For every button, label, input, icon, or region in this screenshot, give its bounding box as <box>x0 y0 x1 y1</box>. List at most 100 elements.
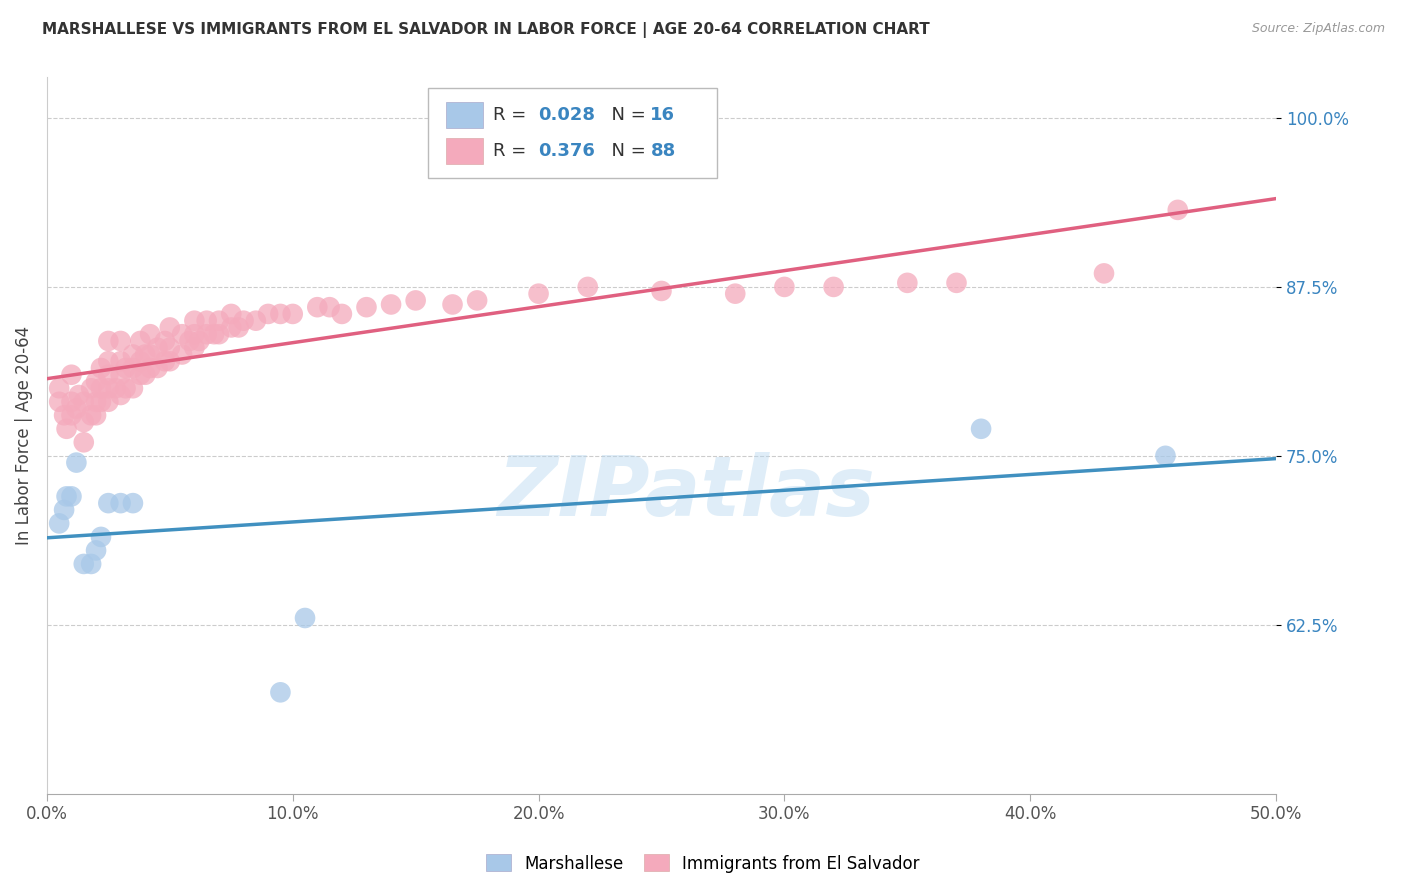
Point <box>80 557 103 571</box>
Point <box>90 394 112 409</box>
Point <box>84 394 107 409</box>
Point <box>281 307 304 321</box>
Point <box>318 300 340 314</box>
Point <box>97 368 120 382</box>
Text: 88: 88 <box>651 142 676 160</box>
Point <box>114 361 136 376</box>
Text: R =: R = <box>494 106 531 124</box>
Legend: Marshallese, Immigrants from El Salvador: Marshallese, Immigrants from El Salvador <box>479 847 927 880</box>
Point <box>134 347 156 361</box>
Point <box>380 297 402 311</box>
Point <box>159 341 181 355</box>
Point <box>122 381 145 395</box>
Point <box>183 327 205 342</box>
Point <box>139 361 162 376</box>
Point <box>48 394 70 409</box>
Point <box>67 388 90 402</box>
Point <box>405 293 427 308</box>
Point <box>84 543 107 558</box>
Point <box>55 489 77 503</box>
Point <box>195 327 218 342</box>
Point <box>60 409 83 423</box>
Point <box>179 334 201 348</box>
Point <box>153 354 176 368</box>
Point <box>129 354 152 368</box>
Text: R =: R = <box>494 142 531 160</box>
Point <box>307 300 329 314</box>
Point <box>48 516 70 531</box>
Point <box>146 341 169 355</box>
Point <box>73 557 96 571</box>
Point <box>219 307 242 321</box>
Point <box>65 401 87 416</box>
Point <box>172 347 194 361</box>
Point <box>73 435 96 450</box>
FancyBboxPatch shape <box>427 88 717 178</box>
Point <box>90 530 112 544</box>
Point <box>245 314 267 328</box>
Point <box>232 314 254 328</box>
Point <box>228 320 250 334</box>
Point <box>73 394 96 409</box>
Point <box>172 327 194 342</box>
Point <box>159 354 181 368</box>
Point <box>97 496 120 510</box>
Point <box>114 381 136 395</box>
Point <box>122 361 145 376</box>
Point <box>122 496 145 510</box>
FancyBboxPatch shape <box>446 102 484 128</box>
Point <box>129 368 152 382</box>
Point <box>195 314 218 328</box>
Point <box>269 685 291 699</box>
Point <box>269 307 291 321</box>
Point <box>465 293 488 308</box>
Point <box>139 327 162 342</box>
Point <box>55 422 77 436</box>
Text: 16: 16 <box>651 106 675 124</box>
Point <box>84 375 107 389</box>
Point <box>97 394 120 409</box>
Point <box>110 354 132 368</box>
Text: N =: N = <box>600 106 651 124</box>
Text: ZIPatlas: ZIPatlas <box>498 452 875 533</box>
Point <box>53 503 76 517</box>
Point <box>97 381 120 395</box>
Point <box>153 334 176 348</box>
Point <box>110 368 132 382</box>
Y-axis label: In Labor Force | Age 20-64: In Labor Force | Age 20-64 <box>15 326 32 545</box>
Point <box>208 327 231 342</box>
Text: MARSHALLESE VS IMMIGRANTS FROM EL SALVADOR IN LABOR FORCE | AGE 20-64 CORRELATIO: MARSHALLESE VS IMMIGRANTS FROM EL SALVAD… <box>42 22 929 38</box>
Text: 0.376: 0.376 <box>538 142 596 160</box>
Point <box>650 284 672 298</box>
Text: N =: N = <box>600 142 651 160</box>
Point <box>1092 266 1115 280</box>
Point <box>183 314 205 328</box>
FancyBboxPatch shape <box>446 138 484 164</box>
Point <box>110 334 132 348</box>
Point <box>104 381 127 395</box>
Point <box>188 334 211 348</box>
Point <box>60 489 83 503</box>
Point <box>97 334 120 348</box>
Point <box>294 611 316 625</box>
Point <box>441 297 464 311</box>
Point <box>122 347 145 361</box>
Point <box>90 381 112 395</box>
Point <box>576 280 599 294</box>
Point <box>1167 202 1189 217</box>
Point <box>257 307 280 321</box>
Point <box>330 307 353 321</box>
Point <box>1154 449 1177 463</box>
Point <box>60 368 83 382</box>
Text: 0.028: 0.028 <box>538 106 596 124</box>
Point <box>724 286 747 301</box>
Text: Source: ZipAtlas.com: Source: ZipAtlas.com <box>1251 22 1385 36</box>
Point <box>60 394 83 409</box>
Point <box>202 327 225 342</box>
Point <box>159 320 181 334</box>
Point <box>53 409 76 423</box>
Point <box>146 361 169 376</box>
Point <box>97 354 120 368</box>
Point <box>823 280 845 294</box>
Point <box>219 320 242 334</box>
